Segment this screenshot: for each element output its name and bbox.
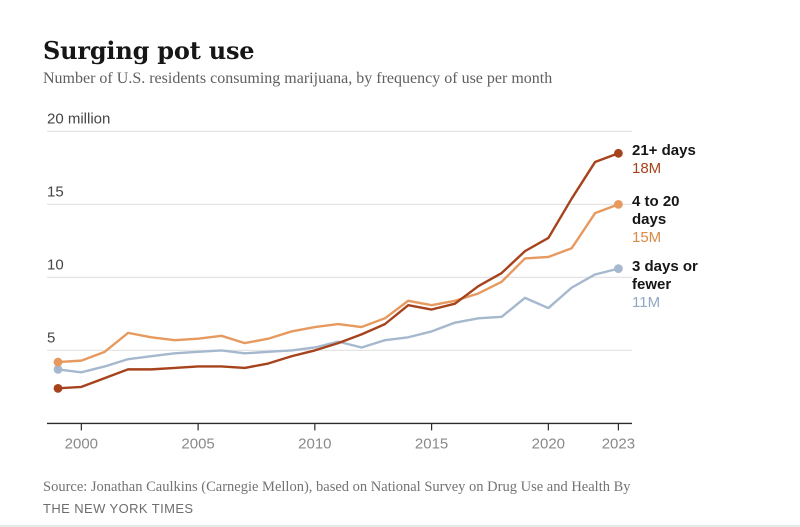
byline-prefix: By <box>613 478 631 495</box>
x-axis-tick-label: 2000 <box>65 435 98 452</box>
series-start-dot-3-days-or-fewer <box>53 364 63 374</box>
series-end-dot-21-days <box>614 148 623 158</box>
x-axis-tick-label: 2023 <box>602 435 635 452</box>
legend-entry: 21+ days 18M <box>632 142 712 178</box>
source-credit: Source: Jonathan Caulkins (Carnegie Mell… <box>43 478 610 495</box>
series-start-dot-4-to-20-days <box>53 357 63 367</box>
series-line-21-days <box>56 152 620 390</box>
pot-use-line-chart: 5 10 15 20 million 2000 2005 2010 2015 2020 2023 <box>47 110 635 452</box>
bottom-divider <box>0 525 800 527</box>
series-end-dot-3-days-or-fewer <box>614 264 623 274</box>
x-axis-tick-label: 2010 <box>298 435 331 452</box>
x-axis-tick-label: 2020 <box>532 435 565 452</box>
page-subtitle: Number of U.S. residents consuming marij… <box>43 70 553 87</box>
legend-entry: 3 days or fewer 11M <box>632 258 712 312</box>
legend-series-label: 3 days or fewer <box>632 257 698 293</box>
series-end-dot-4-to-20-days <box>614 200 623 209</box>
series-line-3-days-or-fewer <box>56 267 620 374</box>
x-axis-tick-label: 2005 <box>181 435 214 452</box>
legend-series-label: 4 to 20 days <box>632 193 680 229</box>
y-axis-tick-label: 5 <box>47 329 55 346</box>
nyt-byline: THE NEW YORK TIMES <box>43 500 194 516</box>
series-start-dot-21-days <box>53 383 63 393</box>
series-line-4-to-20-days <box>56 203 620 364</box>
legend-end-value: 15M <box>632 229 662 247</box>
y-axis-tick-label: 20 million <box>47 110 110 127</box>
x-axis-tick-label: 2015 <box>415 435 448 452</box>
source-note: Source: Jonathan Caulkins (Carnegie Mell… <box>43 476 743 520</box>
y-axis-tick-label: 15 <box>47 183 64 200</box>
legend-end-value: 11M <box>632 293 661 311</box>
legend-series-label: 21+ days <box>632 142 696 160</box>
page-title: Surging pot use <box>43 36 255 66</box>
y-axis-tick-label: 10 <box>47 256 64 273</box>
legend-entry: 4 to 20 days 15M <box>632 193 712 247</box>
legend-end-value: 18M <box>632 160 662 178</box>
